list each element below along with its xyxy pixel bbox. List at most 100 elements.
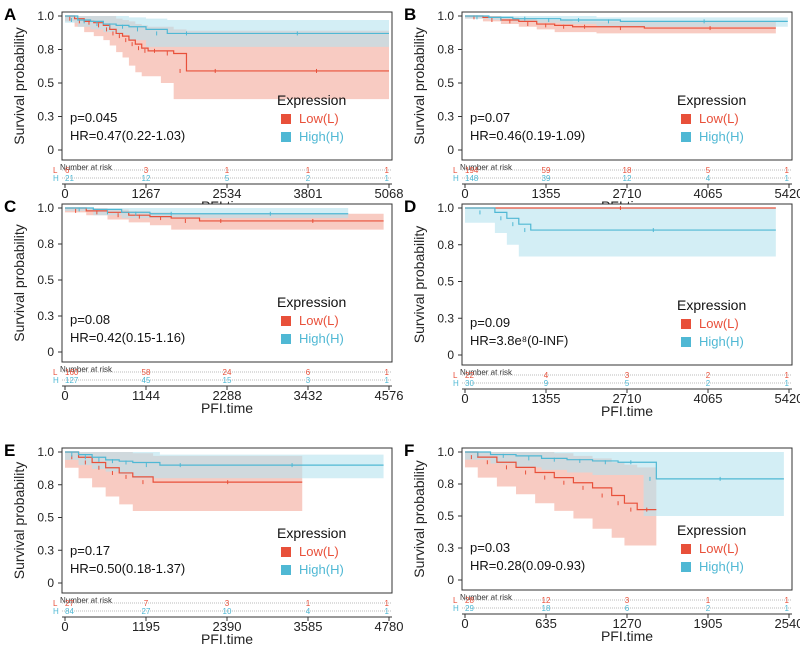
risk-table-title: Number at risk: [60, 365, 113, 374]
risk-count-low: 1: [785, 166, 790, 175]
risk-count-high: 1: [785, 174, 790, 183]
y-axis-label: Survival probability: [411, 226, 427, 344]
x-tick-label: 1267: [132, 186, 161, 201]
risk-count-high: 148: [465, 174, 479, 183]
p-value: p=0.09: [470, 315, 510, 330]
risk-count-low: 1: [306, 599, 311, 608]
risk-count-high: 5: [225, 174, 230, 183]
x-axis-label: PFI.time: [601, 628, 653, 644]
risk-count-high: 5: [625, 379, 630, 388]
y-tick-label: 0: [447, 573, 454, 587]
x-tick-label: 5068: [375, 186, 404, 201]
y-tick-label: 0: [447, 348, 454, 362]
risk-count-high: 45: [142, 376, 151, 385]
y-tick-label: 0: [47, 345, 54, 359]
risk-count-low: 28: [465, 596, 474, 605]
p-value: p=0.07: [470, 110, 510, 125]
risk-row-label-high: H: [453, 604, 459, 613]
legend-title: Expression: [677, 297, 746, 313]
y-axis-label: Survival probability: [11, 27, 27, 145]
y-tick-label: 1.0: [37, 201, 54, 215]
risk-table-title: Number at risk: [60, 163, 113, 172]
legend-swatch-high: [281, 565, 291, 575]
legend-swatch-low: [281, 114, 291, 124]
legend-swatch-high: [681, 132, 691, 142]
risk-count-low: 12: [542, 596, 551, 605]
risk-count-low: 1: [306, 166, 311, 175]
risk-count-high: 1: [785, 379, 790, 388]
risk-count-high: 1: [385, 376, 390, 385]
risk-row-label-high: H: [53, 376, 59, 385]
legend-label-high: High(H): [299, 129, 344, 144]
x-tick-label: 635: [535, 616, 557, 631]
y-tick-label: 0: [447, 143, 454, 157]
x-tick-label: 2288: [213, 388, 242, 403]
y-tick-label: 1.0: [37, 9, 54, 23]
y-tick-label: 0.3: [37, 110, 54, 124]
x-tick-label: 4065: [694, 391, 723, 406]
risk-count-low: 6: [306, 368, 311, 377]
y-tick-label: 0.5: [37, 273, 54, 287]
risk-count-low: 1: [785, 371, 790, 380]
p-value: p=0.03: [470, 540, 510, 555]
risk-count-low: 5: [706, 166, 711, 175]
y-tick-label: 0: [47, 576, 54, 590]
panel-letter: D: [404, 197, 416, 216]
x-tick-label: 5420: [775, 391, 800, 406]
x-tick-label: 1905: [694, 616, 723, 631]
risk-count-low: 7: [144, 599, 149, 608]
panel-B: B Survival probability 0 0.3 0.5 0.8 1.0 p=0.07…: [404, 5, 800, 214]
y-tick-label: 0.5: [437, 509, 454, 523]
survival-curve-high: [465, 207, 776, 231]
risk-row-label-high: H: [453, 379, 459, 388]
x-tick-label: 0: [61, 388, 68, 403]
y-tick-label: 0: [47, 143, 54, 157]
panel-E: E Survival probability 0 0.3 0.5 0.8 1.0 p=0.17…: [4, 441, 403, 647]
legend-label-low: Low(L): [299, 111, 339, 126]
legend-swatch-low: [681, 544, 691, 554]
y-tick-label: 0.5: [437, 76, 454, 90]
x-tick-label: 2540: [775, 616, 800, 631]
legend-swatch-low: [281, 547, 291, 557]
risk-table-title: Number at risk: [460, 163, 513, 172]
x-tick-label: 5420: [775, 186, 800, 201]
legend-swatch-high: [681, 337, 691, 347]
risk-count-low: 1: [385, 166, 390, 175]
risk-count-high: 12: [142, 174, 151, 183]
risk-count-low: 6: [65, 166, 70, 175]
legend-title: Expression: [277, 92, 346, 108]
legend-label-high: High(H): [699, 559, 744, 574]
x-tick-label: 2710: [613, 391, 642, 406]
x-tick-label: 3801: [294, 186, 323, 201]
risk-row-label-low: L: [453, 371, 458, 380]
risk-count-low: 4: [544, 371, 549, 380]
risk-count-low: 1: [706, 596, 711, 605]
risk-count-low: 27: [65, 599, 74, 608]
hazard-ratio: HR=0.50(0.18-1.37): [70, 561, 185, 576]
legend-label-high: High(H): [299, 331, 344, 346]
plot-frame: [61, 203, 393, 363]
x-axis-label: PFI.time: [601, 403, 653, 419]
risk-count-low: 3: [625, 596, 630, 605]
plot-frame: [461, 11, 793, 161]
y-tick-label: 1.0: [437, 201, 454, 215]
survival-curve-low: [65, 207, 384, 222]
y-tick-label: 0.8: [37, 43, 54, 57]
risk-count-low: 194: [465, 166, 479, 175]
legend-label-low: Low(L): [299, 544, 339, 559]
survival-curve-low: [465, 451, 657, 511]
y-tick-label: 1.0: [437, 445, 454, 459]
x-tick-label: 0: [61, 619, 68, 634]
panel-letter: A: [4, 5, 16, 24]
risk-count-high: 1: [385, 174, 390, 183]
hazard-ratio: HR=0.42(0.15-1.16): [70, 330, 185, 345]
risk-count-high: 30: [465, 379, 474, 388]
y-axis-label: Survival probability: [11, 224, 27, 342]
legend-title: Expression: [677, 92, 746, 108]
x-tick-label: 4780: [375, 619, 404, 634]
risk-row-label-low: L: [53, 599, 58, 608]
survival-curve-low: [65, 451, 303, 483]
risk-count-low: 58: [142, 368, 151, 377]
risk-count-high: 2: [306, 174, 311, 183]
